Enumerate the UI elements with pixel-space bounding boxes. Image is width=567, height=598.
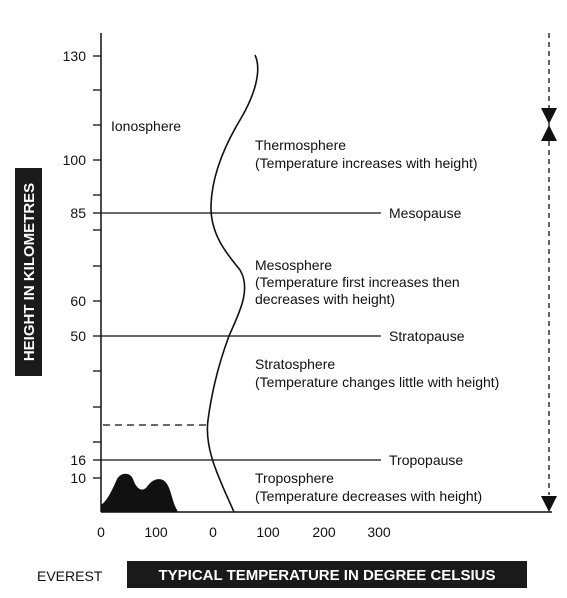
mesopause-label: Mesopause (389, 205, 462, 221)
y-ticks (93, 55, 101, 479)
mesosphere-label: Mesosphere (255, 257, 332, 273)
arrow-up-icon (541, 125, 557, 141)
y-tick-label: 16 (70, 452, 86, 468)
y-tick-label: 10 (70, 470, 86, 486)
y-tick-label: 85 (70, 205, 86, 221)
x-tick-label: 100 (144, 524, 168, 540)
y-axis-title: HEIGHT IN KILOMETRES (21, 183, 38, 361)
mesosphere-note: decreases with height) (255, 291, 395, 307)
everest-silhouette (101, 473, 178, 512)
arrow-down-icon (541, 496, 557, 512)
x-tick-label: 0 (209, 524, 217, 540)
stratosphere-note: (Temperature changes little with height) (255, 374, 499, 390)
y-tick-label: 130 (63, 48, 87, 64)
troposphere-note: (Temperature decreases with height) (255, 488, 482, 504)
troposphere-label: Troposphere (255, 470, 334, 486)
y-tick-label: 50 (70, 328, 86, 344)
x-tick-label: 100 (256, 524, 280, 540)
thermosphere-note: (Temperature increases with height) (255, 155, 478, 171)
x-tick-label: 300 (367, 524, 391, 540)
everest-label: EVEREST (37, 568, 103, 584)
x-tick-label: 200 (312, 524, 336, 540)
arrow-down-icon (541, 108, 557, 124)
x-axis-title-bar (127, 561, 527, 588)
y-axis-title-bar (15, 168, 42, 376)
thermosphere-label: Thermosphere (255, 137, 346, 153)
temperature-curve (206, 54, 259, 513)
y-tick-label: 100 (63, 152, 87, 168)
ionosphere-label: Ionosphere (111, 118, 181, 134)
stratosphere-label: Stratosphere (255, 356, 335, 372)
tropopause-label: Tropopause (389, 452, 463, 468)
y-tick-label: 60 (70, 293, 86, 309)
x-tick-label: 0 (97, 524, 105, 540)
stratopause-label: Stratopause (389, 328, 465, 344)
mesosphere-note: (Temperature first increases then (255, 274, 460, 290)
x-axis-title: TYPICAL TEMPERATURE IN DEGREE CELSIUS (159, 567, 496, 584)
